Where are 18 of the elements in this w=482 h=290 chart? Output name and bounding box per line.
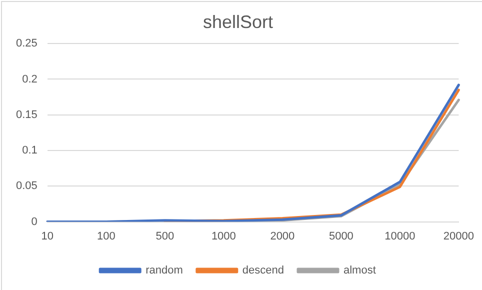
y-tick-label: 0 xyxy=(31,216,38,228)
chart-title: shellSort xyxy=(202,12,274,32)
y-tick-label: 0.1 xyxy=(22,144,38,157)
y-tick-label: 0.2 xyxy=(22,73,38,86)
x-tick-label: 1000 xyxy=(211,230,236,242)
x-tick-label: 20000 xyxy=(443,230,474,242)
x-tick-label: 5000 xyxy=(328,230,354,242)
x-tick-label: 10000 xyxy=(384,230,416,242)
y-tick-label: 0.05 xyxy=(16,180,38,192)
x-tick-label: 2000 xyxy=(270,230,295,242)
x-tick-label: 500 xyxy=(156,230,174,242)
legend-label: descend xyxy=(242,264,284,277)
x-tick-label: 100 xyxy=(96,230,116,242)
legend-label: almost xyxy=(343,264,376,277)
x-tick-label: 10 xyxy=(41,230,54,242)
y-tick-label: 0.15 xyxy=(16,108,38,121)
legend-label: random xyxy=(146,264,183,277)
y-tick-label: 0.25 xyxy=(16,38,38,50)
